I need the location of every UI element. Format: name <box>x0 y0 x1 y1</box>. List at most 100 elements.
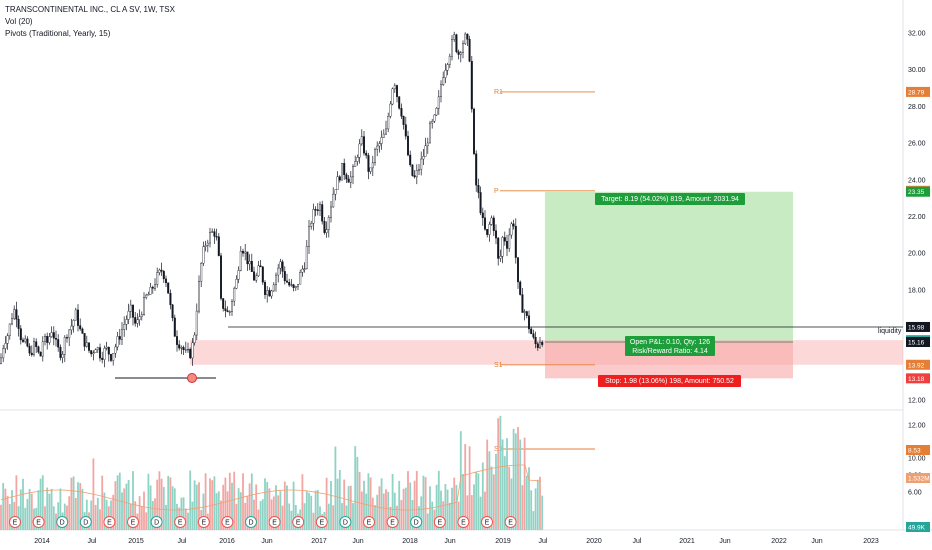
earnings-marker-letter: E <box>508 520 513 527</box>
candle-body <box>109 354 112 361</box>
candle-body <box>303 268 306 270</box>
candle-body <box>490 217 493 225</box>
volume-bar <box>387 491 390 530</box>
earnings-marker-letter: E <box>296 520 301 527</box>
volume-bar <box>448 502 451 530</box>
volume-bar <box>369 477 372 530</box>
candle-body <box>94 349 97 353</box>
candle-body <box>470 61 473 110</box>
volume-bar <box>248 483 251 530</box>
candle-body <box>173 317 176 337</box>
candle-body <box>171 304 174 319</box>
volume-bar <box>70 477 73 530</box>
candle-body <box>409 154 412 166</box>
candle-body <box>195 310 198 336</box>
earnings-marker-circle <box>386 516 399 528</box>
candle-body <box>164 278 167 283</box>
earnings-marker-circle <box>56 516 69 528</box>
candle-body <box>347 178 350 183</box>
candle-body <box>374 149 377 163</box>
volume-bar <box>475 471 478 530</box>
volume-bar <box>57 502 60 530</box>
candle-body <box>292 284 295 288</box>
candle-body <box>116 336 119 348</box>
earnings-marker-circle <box>481 516 493 528</box>
candle-body <box>180 347 183 349</box>
candle-body <box>19 328 22 341</box>
candle-body <box>323 221 326 233</box>
candle-body <box>464 33 467 44</box>
candle-body <box>87 342 90 351</box>
volume-bar <box>272 496 275 530</box>
volume-bar <box>510 478 513 530</box>
volume-bar <box>301 474 304 530</box>
volume-bar <box>250 473 253 530</box>
earnings-marker-letter: D <box>60 520 65 527</box>
volume-bar <box>481 462 484 530</box>
candle-body <box>277 267 280 276</box>
candle-body <box>241 251 244 254</box>
volume-bar <box>424 477 427 530</box>
candle-body <box>182 347 185 351</box>
pivots-indicator-label[interactable]: Pivots (Traditional, Yearly, 15) <box>5 29 111 38</box>
candle-body <box>266 290 269 295</box>
candle-body <box>497 237 500 259</box>
volume-bar <box>138 496 141 530</box>
candle-body <box>475 153 478 186</box>
x-tick-label: Jun <box>719 538 730 545</box>
volume-bar <box>77 482 79 530</box>
candle-body <box>259 265 262 268</box>
volume-bar <box>171 486 174 530</box>
volume-bar <box>523 437 526 530</box>
candle-body <box>308 226 311 247</box>
volume-bar <box>52 506 55 530</box>
volume-bar <box>539 476 541 530</box>
candle-body <box>396 85 399 97</box>
volume-bar <box>281 505 284 530</box>
candle-body <box>459 52 462 55</box>
volume-bar <box>437 470 440 530</box>
volume-bar <box>468 446 471 530</box>
earnings-marker-letter: D <box>248 520 253 527</box>
candle-body <box>230 300 233 312</box>
candle-body <box>479 192 482 214</box>
candle-body <box>319 204 322 211</box>
candle-body <box>200 263 203 282</box>
candle-body <box>369 167 372 172</box>
volume-bar <box>2 483 5 530</box>
earnings-marker-circle <box>504 516 517 528</box>
volume-bar <box>134 501 137 530</box>
candle-body <box>0 357 2 364</box>
volume-indicator-label[interactable]: Vol (20) <box>5 17 33 26</box>
volume-bar <box>446 489 449 530</box>
volume-bar <box>492 474 495 530</box>
volume-bar <box>121 492 123 530</box>
chart-title[interactable]: TRANSCONTINENTAL INC., CL A SV, 1W, TSX <box>5 5 175 14</box>
candle-body <box>299 272 302 285</box>
price-badge <box>906 186 930 197</box>
volume-bar <box>400 499 403 530</box>
earnings-marker-letter: E <box>437 520 442 527</box>
x-tick-label: 2015 <box>128 538 144 545</box>
volume-bar <box>81 488 84 530</box>
candle-body <box>28 345 31 354</box>
candle-body <box>224 308 227 311</box>
candle-body <box>488 224 491 235</box>
candle-body <box>235 279 238 289</box>
candle-body <box>281 261 284 272</box>
candle-body <box>387 116 390 130</box>
volume-bar <box>453 477 456 530</box>
x-tick-label: Jul <box>178 538 187 545</box>
earnings-marker-letter: E <box>225 520 230 527</box>
volume-bar <box>490 466 493 530</box>
candle-body <box>63 337 66 355</box>
candle-body <box>145 294 148 298</box>
volume-bar <box>455 485 458 530</box>
candle-body <box>79 325 82 330</box>
volume-bar <box>41 475 44 530</box>
volume-bar <box>536 479 539 530</box>
y-tick-label: 18.00 <box>908 287 926 294</box>
earnings-marker-letter: E <box>13 520 18 527</box>
